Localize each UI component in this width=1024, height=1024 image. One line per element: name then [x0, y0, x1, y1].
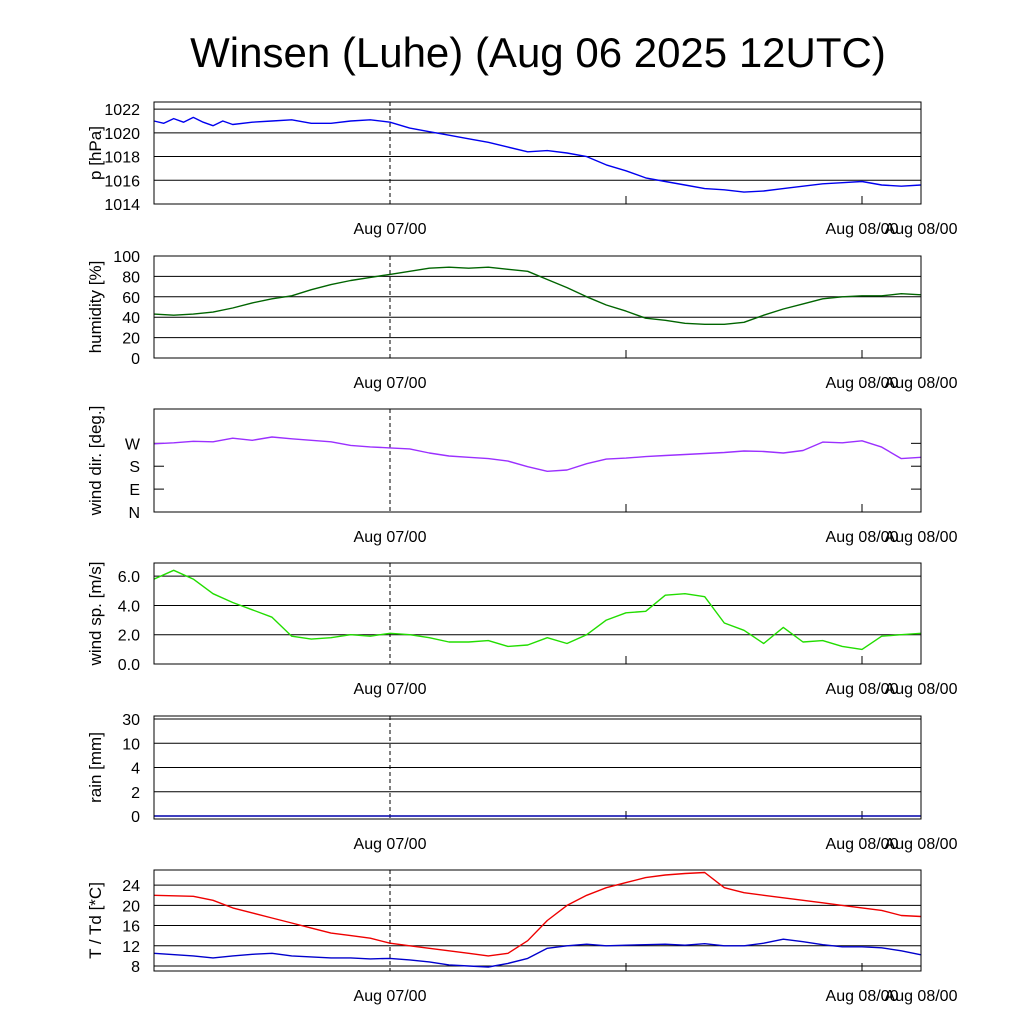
y-tick-label: W	[125, 436, 141, 453]
y-tick-label: 60	[122, 290, 140, 307]
panel-5: 8 12 16 20 24 T / Td [*C] Aug 07/00 Aug 08/00Au…	[86, 869, 958, 1005]
y-tick-label: 0.0	[118, 657, 140, 674]
x-tick-label: Aug 07/00	[354, 529, 427, 546]
y-tick-label: 1014	[104, 197, 140, 214]
y-axis-label: p [hPa]	[86, 126, 105, 180]
panel-3: 0.0 2.0 4.0 6.0 wind sp. [m/s] Aug 07/00 Aug 0…	[86, 562, 958, 698]
x-tick-label: Aug 07/00	[354, 988, 427, 1005]
panel-frame	[153, 101, 922, 205]
panel-frame	[153, 562, 922, 665]
x-tick-label: Aug 08/00	[885, 529, 958, 546]
y-tick-label: 0	[131, 351, 140, 368]
y-tick-label: 1022	[104, 102, 140, 119]
y-axis-label: wind dir. [deg.]	[86, 406, 105, 517]
series-line-1	[153, 938, 922, 968]
x-tick-label: Aug 07/00	[354, 681, 427, 698]
y-tick-label: 6.0	[118, 569, 140, 586]
y-tick-label: 80	[122, 269, 140, 286]
y-tick-label: 30	[122, 712, 140, 729]
y-tick-label: 1018	[104, 150, 140, 167]
chart-title: Winsen (Luhe) (Aug 06 2025 12UTC)	[190, 29, 886, 76]
y-tick-label: 0	[131, 809, 140, 826]
panel-frame	[153, 715, 922, 820]
x-tick-label: Aug 08/00	[826, 988, 899, 1005]
panel-1: 0 20 40 60 80 100 humidity [%] Aug 07/00 Aug 08/…	[86, 249, 958, 392]
panel-frame	[153, 408, 922, 513]
y-tick-label: 2.0	[118, 628, 140, 645]
series-line-0	[153, 871, 922, 957]
y-axis-label: humidity [%]	[86, 261, 105, 354]
y-axis-label: T / Td [*C]	[86, 882, 105, 959]
y-axis-label: wind sp. [m/s]	[86, 562, 105, 667]
series-line-0	[153, 116, 922, 193]
y-tick-label: 4	[131, 761, 140, 778]
x-tick-label: Aug 08/00	[885, 836, 958, 853]
x-tick-label: Aug 08/00	[826, 221, 899, 238]
x-tick-label: Aug 08/00	[885, 375, 958, 392]
x-tick-label: Aug 08/00	[826, 836, 899, 853]
x-tick-label: Aug 08/00	[826, 529, 899, 546]
y-tick-label: N	[128, 505, 140, 522]
x-tick-label: Aug 08/00	[885, 221, 958, 238]
y-tick-label: 4.0	[118, 598, 140, 615]
series-line-0	[153, 436, 922, 472]
y-tick-label: E	[129, 482, 140, 499]
panel-frame	[153, 869, 922, 972]
x-tick-label: Aug 08/00	[826, 681, 899, 698]
x-tick-label: Aug 08/00	[885, 988, 958, 1005]
x-tick-label: Aug 08/00	[885, 681, 958, 698]
y-tick-label: 2	[131, 785, 140, 802]
x-tick-label: Aug 07/00	[354, 221, 427, 238]
y-tick-label: 20	[122, 331, 140, 348]
y-tick-label: 1020	[104, 126, 140, 143]
series-line-0	[153, 266, 922, 325]
series-line-0	[153, 569, 922, 651]
x-tick-label: Aug 07/00	[354, 836, 427, 853]
panel-0: 1014 1016 1018 1020 1022 p [hPa] Aug 07/00 Aug …	[86, 101, 958, 238]
y-tick-label: 20	[122, 898, 140, 915]
y-tick-label: 24	[122, 878, 140, 895]
y-tick-label: 10	[122, 736, 140, 753]
x-tick-label: Aug 08/00	[826, 375, 899, 392]
y-tick-label: 8	[131, 959, 140, 976]
x-tick-label: Aug 07/00	[354, 375, 427, 392]
panel-frame	[153, 255, 922, 359]
y-tick-label: S	[129, 459, 140, 476]
y-tick-label: 1016	[104, 173, 140, 190]
y-tick-label: 40	[122, 310, 140, 327]
y-axis-label: rain [mm]	[86, 732, 105, 803]
y-tick-label: 100	[113, 249, 140, 266]
y-tick-label: 16	[122, 919, 140, 936]
y-tick-label: 12	[122, 939, 140, 956]
